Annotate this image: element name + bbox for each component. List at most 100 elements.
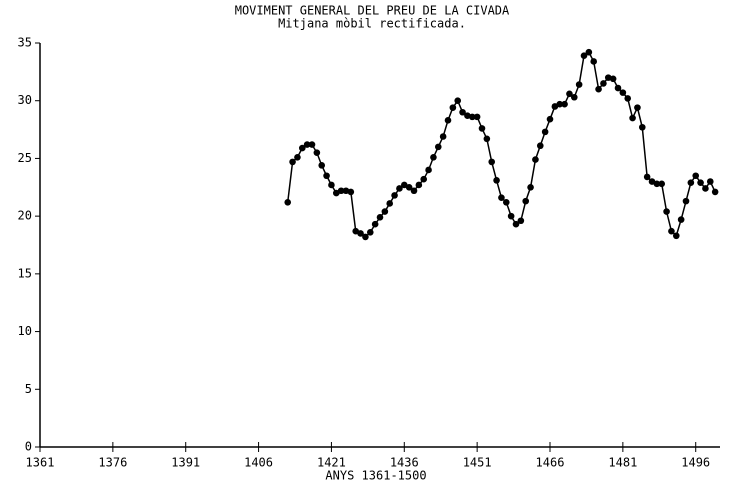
data-point — [609, 75, 617, 83]
data-point — [512, 220, 520, 228]
x-axis-label: ANYS 1361-1500 — [325, 469, 426, 483]
y-tick-label: 15 — [18, 266, 32, 280]
data-point — [600, 80, 607, 87]
x-tick-label: 1451 — [463, 456, 492, 470]
data-point — [391, 192, 398, 199]
data-point — [619, 89, 627, 96]
x-tick-label: 1466 — [536, 456, 565, 470]
x-tick-label: 1436 — [390, 456, 419, 470]
data-point — [570, 93, 578, 101]
data-point — [420, 175, 428, 183]
data-point — [284, 198, 292, 206]
data-point — [308, 141, 316, 148]
data-point — [629, 114, 636, 122]
data-point — [430, 153, 437, 161]
data-point — [328, 181, 335, 189]
data-point — [502, 198, 510, 206]
data-point — [532, 156, 539, 163]
data-point — [536, 142, 544, 150]
data-point — [362, 233, 369, 241]
data-point — [566, 90, 573, 98]
data-point — [483, 135, 491, 143]
x-tick-label: 1391 — [171, 456, 200, 470]
data-point — [546, 115, 554, 123]
data-point — [561, 100, 568, 108]
y-tick-label: 30 — [18, 93, 32, 107]
data-point — [697, 179, 704, 186]
data-point — [575, 81, 583, 88]
data-point — [634, 104, 641, 111]
y-tick-label: 20 — [18, 209, 32, 223]
data-point — [682, 197, 690, 205]
data-point — [493, 177, 500, 184]
x-tick-label: 1496 — [681, 456, 710, 470]
x-tick-label: 1361 — [26, 456, 55, 470]
data-point — [507, 212, 515, 220]
data-point — [454, 97, 462, 105]
data-point — [711, 188, 719, 196]
data-point — [459, 108, 466, 116]
y-tick-label: 0 — [25, 440, 32, 454]
data-point — [653, 180, 661, 188]
data-point — [405, 183, 413, 191]
data-point — [298, 144, 306, 152]
data-point — [522, 197, 530, 205]
data-point — [672, 232, 680, 240]
data-point — [468, 113, 476, 121]
data-point — [541, 128, 549, 136]
data-point — [444, 117, 452, 124]
data-point — [294, 153, 301, 161]
data-point — [357, 230, 364, 237]
data-point — [313, 149, 321, 156]
data-point — [702, 185, 709, 192]
data-point — [668, 227, 675, 235]
data-point — [303, 141, 311, 148]
y-tick-label: 25 — [18, 151, 32, 165]
y-tick-label: 5 — [25, 382, 32, 396]
data-point — [517, 217, 525, 225]
data-point — [289, 158, 296, 166]
data-point — [347, 188, 355, 196]
y-tick-label: 10 — [18, 324, 32, 338]
data-point — [638, 123, 646, 131]
data-point — [614, 84, 622, 92]
chart-title: MOVIMENT GENERAL DEL PREU DE LA CIVADA — [235, 4, 510, 18]
data-point — [527, 183, 534, 191]
data-point — [415, 181, 423, 189]
data-point — [366, 229, 374, 236]
data-point — [386, 200, 394, 207]
data-point — [663, 208, 670, 215]
data-point — [692, 172, 700, 180]
data-point — [643, 173, 651, 181]
data-point — [658, 180, 666, 188]
data-point — [556, 100, 564, 108]
y-tick-label: 35 — [18, 36, 32, 50]
data-point — [687, 179, 695, 186]
x-tick-label: 1481 — [608, 456, 637, 470]
data-point — [677, 216, 685, 223]
data-point — [371, 220, 379, 228]
data-point — [439, 133, 447, 140]
data-point — [473, 113, 481, 121]
data-point — [488, 158, 496, 166]
data-point — [449, 104, 457, 111]
data-point — [410, 187, 418, 195]
data-point — [585, 48, 593, 56]
data-point — [425, 166, 432, 174]
data-point — [376, 213, 384, 221]
data-point — [381, 208, 389, 215]
data-point — [478, 125, 486, 132]
x-tick-label: 1406 — [244, 456, 273, 470]
data-point — [580, 52, 588, 59]
x-tick-label: 1376 — [98, 456, 127, 470]
data-point — [624, 95, 632, 102]
data-point — [396, 185, 403, 192]
data-point — [706, 178, 714, 185]
data-point — [318, 162, 326, 169]
x-tick-label: 1421 — [317, 456, 346, 470]
data-line — [286, 51, 716, 238]
data-point — [323, 172, 330, 180]
data-point — [595, 85, 602, 93]
data-point — [498, 194, 505, 201]
